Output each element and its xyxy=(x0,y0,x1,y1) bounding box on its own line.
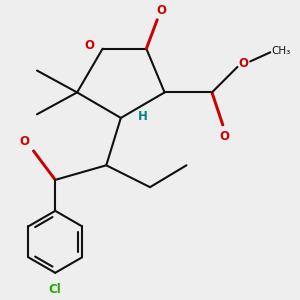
Text: H: H xyxy=(138,110,148,123)
Text: O: O xyxy=(220,130,230,142)
Text: CH₃: CH₃ xyxy=(272,46,291,56)
Text: Cl: Cl xyxy=(49,283,61,296)
Text: O: O xyxy=(85,38,95,52)
Text: O: O xyxy=(19,135,29,148)
Text: O: O xyxy=(238,57,248,70)
Text: O: O xyxy=(156,4,166,17)
